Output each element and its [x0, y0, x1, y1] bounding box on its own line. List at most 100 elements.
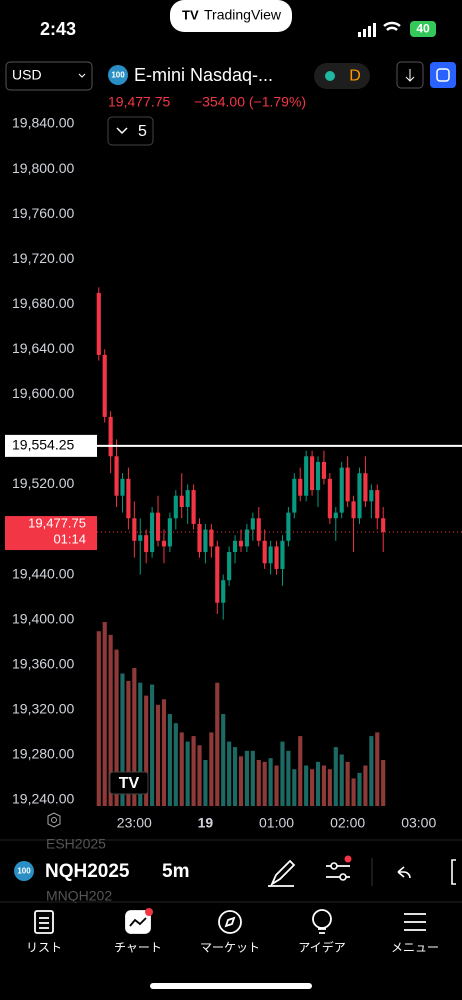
volume-bar	[351, 778, 356, 806]
candle-body	[315, 461, 321, 491]
nav-badge	[145, 908, 153, 916]
candle-body	[280, 540, 285, 569]
volume-bar	[120, 673, 125, 806]
toolbar-symbol[interactable]: NQH2025	[45, 861, 130, 882]
nav-label[interactable]: マーケット	[200, 941, 260, 955]
signal	[358, 23, 376, 37]
slider-knob	[330, 862, 338, 870]
home-indicator	[150, 983, 312, 989]
candle-body	[268, 546, 273, 564]
candle-body	[363, 473, 368, 502]
volume-bar	[126, 680, 131, 806]
candle-body	[375, 490, 380, 519]
y-tick-label: 19,640.00	[12, 340, 74, 356]
tv-watermark: TV	[109, 771, 149, 795]
currency: USD	[12, 67, 42, 83]
volume-bar	[262, 761, 267, 806]
candle-body	[369, 490, 374, 502]
price-line-box	[5, 434, 97, 457]
candle-body	[203, 529, 208, 553]
nav-label[interactable]: リスト	[26, 941, 62, 955]
volume-bar	[333, 747, 338, 806]
candle-body	[327, 478, 332, 519]
y-tick-label: 19,800.00	[12, 160, 74, 176]
candle-body	[221, 580, 226, 603]
y-tick-label: 19,280.00	[12, 746, 74, 762]
y-tick-label: 19,360.00	[12, 655, 74, 671]
nav-label[interactable]: アイデア	[298, 940, 345, 955]
currency-select[interactable]	[5, 61, 93, 91]
volume-bar	[179, 732, 184, 806]
candle-body	[144, 535, 149, 553]
volume-bar	[197, 745, 202, 806]
x-tick-label: 23:00	[117, 815, 152, 831]
undo[interactable]	[397, 866, 411, 879]
nav-label[interactable]: メニュー	[391, 941, 439, 955]
y-tick-label: 19,760.00	[12, 205, 74, 221]
candle-body	[161, 540, 167, 547]
candle-body	[173, 495, 178, 519]
y-tick-label: 19,680.00	[12, 295, 74, 311]
volume-bar	[173, 723, 178, 806]
status-pill[interactable]	[314, 63, 370, 89]
caret	[78, 73, 86, 78]
indicator-count: 5	[138, 123, 147, 140]
symbol-icon	[108, 65, 128, 85]
prev-symbol[interactable]: ESH2025	[46, 836, 106, 852]
last-price-label: 19,477.75	[28, 515, 86, 530]
badge-dot	[344, 855, 352, 863]
volume-bar	[321, 765, 327, 806]
toolbar-interval[interactable]: 5m	[162, 861, 189, 882]
draw-tool[interactable]	[268, 859, 296, 887]
volume-bar	[150, 684, 155, 806]
symbol-name[interactable]: E-mini Nasdaq-...	[134, 65, 273, 85]
volume-bar	[250, 750, 255, 806]
more-tools[interactable]	[451, 859, 456, 885]
candle-body	[244, 529, 249, 547]
volume-bar	[244, 750, 249, 806]
volume-bar	[209, 732, 214, 806]
volume-bar	[280, 741, 285, 806]
nav-icons	[34, 909, 426, 934]
candle-body	[191, 490, 196, 524]
candle-body	[339, 467, 344, 513]
symbol-badge: 100	[111, 71, 125, 80]
toolbar-symbol-icon	[14, 861, 34, 881]
plot: 19,840.00 19,800.00 19,760.00 19,720.00 19,6…	[5, 115, 462, 831]
sync-button[interactable]	[430, 62, 456, 88]
candle-body	[333, 512, 338, 519]
candle-body	[185, 490, 190, 507]
volume-bar	[310, 769, 315, 806]
volume-bar	[155, 704, 161, 806]
app-name: TradingView	[204, 7, 282, 23]
candle-body	[132, 518, 137, 541]
candle-body	[120, 478, 125, 496]
settings-icon[interactable]	[47, 812, 61, 828]
candle-body	[292, 478, 297, 513]
next-symbol[interactable]: MNQH202	[46, 888, 112, 904]
volume-bar	[298, 736, 303, 806]
volume-bar	[315, 761, 321, 806]
status-time: 2:43	[40, 19, 76, 39]
volume-bar	[102, 622, 107, 806]
countdown: 01:14	[53, 531, 86, 546]
candle-body	[126, 478, 131, 519]
candle-body	[351, 501, 356, 519]
volume-bar	[144, 695, 149, 806]
nav-label[interactable]: チャート	[114, 941, 162, 955]
volume-bar	[215, 682, 220, 806]
price-line-label: 19,554.25	[12, 437, 74, 453]
volume-bar	[339, 754, 344, 806]
indicators-toggle[interactable]	[107, 116, 154, 146]
candle-body	[345, 467, 350, 502]
volume-bar	[375, 732, 380, 806]
candle-body	[321, 461, 327, 479]
volume-bar	[381, 760, 386, 806]
chevron	[116, 127, 128, 135]
volume-bar	[256, 760, 261, 806]
candle-body	[298, 478, 303, 496]
y-tick-label: 19,600.00	[12, 385, 74, 401]
candle-body	[155, 512, 161, 541]
download-button[interactable]	[396, 61, 424, 89]
volume-bar	[161, 699, 167, 806]
